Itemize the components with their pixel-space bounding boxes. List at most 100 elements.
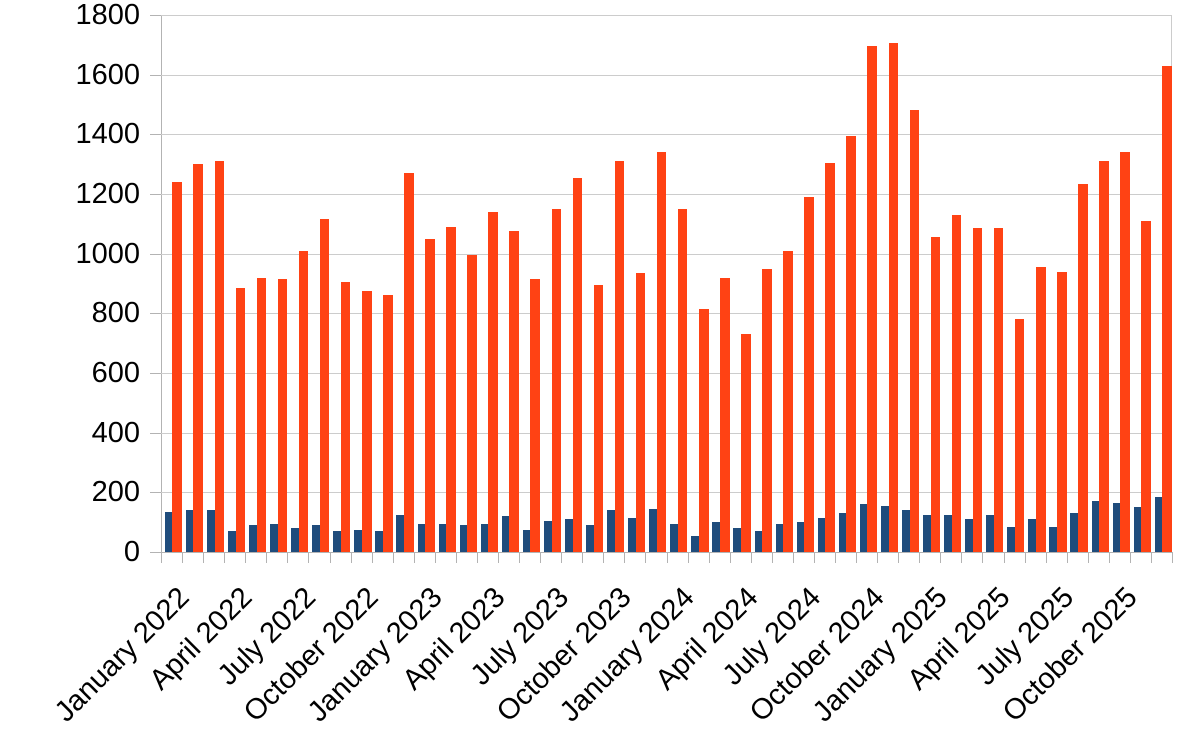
bar-orange-september-2023: [593, 285, 604, 552]
bar-blue-july-2025: [1049, 526, 1058, 552]
x-axis-tick: [898, 552, 900, 563]
bar-orange-june-2022: [277, 279, 288, 552]
x-axis-tick: [982, 552, 984, 563]
x-axis-tick: [877, 552, 879, 563]
y-axis-label-0: 0: [123, 536, 140, 568]
x-axis-tick: [266, 552, 268, 563]
bar-blue-november-2025: [1133, 507, 1142, 552]
bar-orange-july-2025: [1057, 271, 1067, 552]
bar-orange-october-2024: [867, 46, 878, 552]
x-axis-tick: [687, 552, 689, 563]
bar-orange-may-2025: [1014, 319, 1025, 552]
bar-blue-october-2022: [354, 529, 362, 552]
x-axis-tick: [961, 552, 963, 563]
plot-area: [161, 15, 1172, 553]
bar-blue-december-2022: [396, 514, 405, 552]
y-axis-label-1400: 1400: [75, 118, 140, 151]
x-axis-tick: [540, 552, 542, 563]
bar-blue-march-2023: [459, 525, 468, 552]
bar-blue-december-2023: [649, 508, 657, 552]
bar-blue-july-2024: [796, 522, 805, 552]
bar-orange-november-2023: [635, 273, 646, 552]
y-axis-label-1800: 1800: [75, 0, 140, 31]
y-axis-label-1000: 1000: [75, 237, 140, 270]
bar-blue-april-2024: [733, 528, 742, 552]
bar-orange-may-2023: [509, 231, 519, 552]
bar-blue-march-2024: [712, 522, 721, 552]
bar-blue-june-2025: [1028, 519, 1036, 552]
bar-orange-august-2023: [572, 177, 583, 552]
x-axis-tick: [455, 552, 457, 563]
bar-blue-november-2022: [375, 531, 384, 552]
bar-orange-january-2024: [677, 208, 688, 552]
bar-blue-march-2025: [965, 519, 973, 552]
y-axis-label-400: 400: [91, 416, 140, 449]
bar-blue-october-2025: [1112, 502, 1121, 552]
x-axis-tick: [603, 552, 605, 563]
y-axis-tick: [150, 15, 161, 16]
bar-blue-february-2023: [438, 523, 447, 552]
bar-blue-february-2025: [944, 514, 952, 552]
bar-orange-june-2025: [1035, 267, 1046, 552]
bar-blue-may-2025: [1007, 526, 1015, 552]
y-axis-label-200: 200: [91, 476, 140, 509]
bar-orange-february-2023: [446, 226, 456, 552]
x-axis-tick: [666, 552, 668, 563]
bar-blue-november-2023: [628, 517, 636, 552]
bar-blue-october-2023: [607, 510, 615, 552]
bar-blue-february-2022: [185, 510, 194, 552]
bar-blue-october-2024: [859, 504, 868, 552]
grid-line-200: [161, 492, 1172, 494]
x-axis-tick: [476, 552, 478, 563]
x-axis-tick: [1129, 552, 1131, 563]
x-axis-tick: [582, 552, 584, 563]
y-axis-tick: [150, 253, 161, 255]
x-axis-tick: [708, 552, 710, 563]
grid-line-600: [161, 373, 1172, 374]
bar-orange-april-2025: [993, 228, 1004, 552]
bar-orange-february-2025: [951, 214, 962, 552]
x-axis-tick: [329, 552, 331, 563]
y-axis-tick: [150, 492, 161, 494]
bar-blue-january-2024: [670, 523, 678, 552]
bar-orange-february-2022: [193, 164, 204, 552]
x-axis-tick: [645, 552, 647, 563]
y-axis-tick: [150, 552, 161, 553]
bar-blue-august-2022: [312, 525, 320, 552]
x-axis-tick: [1172, 552, 1173, 563]
y-axis-tick: [150, 432, 161, 434]
y-axis-label-600: 600: [91, 357, 140, 389]
bar-orange-november-2024: [888, 43, 899, 552]
x-axis-tick: [771, 552, 773, 563]
bar-orange-april-2023: [488, 211, 498, 552]
x-axis-tick: [519, 552, 521, 563]
x-axis-tick: [856, 552, 858, 563]
x-axis-tick: [1003, 552, 1005, 563]
x-axis-tick: [835, 552, 836, 563]
bar-blue-july-2022: [291, 528, 299, 552]
x-axis-tick: [729, 552, 731, 563]
bar-blue-december-2024: [901, 510, 910, 552]
bar-orange-march-2023: [467, 255, 477, 552]
x-axis-tick: [308, 552, 310, 563]
bar-orange-may-2022: [256, 277, 267, 552]
bar-blue-september-2022: [333, 531, 341, 552]
x-axis-tick: [750, 552, 752, 563]
bar-orange-october-2023: [614, 161, 625, 552]
y-axis-label-800: 800: [91, 297, 140, 330]
y-axis-tick: [150, 194, 161, 195]
bar-blue-may-2023: [501, 516, 510, 552]
bar-orange-september-2024: [846, 135, 856, 552]
bar-blue-may-2022: [249, 525, 257, 552]
y-axis-tick: [150, 134, 161, 136]
grid-line-1800: [161, 15, 1172, 16]
bar-orange-march-2024: [720, 277, 730, 552]
bar-orange-may-2024: [762, 268, 772, 552]
bar-blue-may-2024: [754, 531, 763, 552]
y-axis-tick: [150, 313, 161, 315]
bar-blue-september-2023: [586, 525, 594, 552]
bar-orange-december-2025: [1162, 65, 1172, 552]
bar-blue-april-2025: [986, 514, 994, 552]
bar-blue-january-2025: [923, 514, 931, 552]
